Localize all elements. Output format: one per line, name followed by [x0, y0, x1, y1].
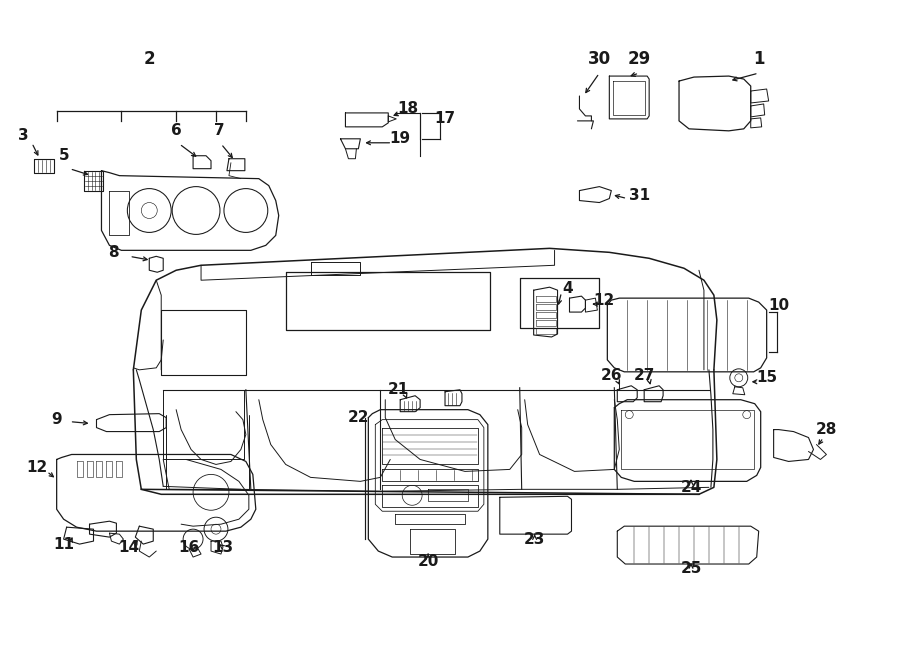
- Text: 20: 20: [418, 553, 439, 568]
- Text: 17: 17: [435, 112, 455, 126]
- Text: 12: 12: [26, 460, 48, 475]
- Text: 23: 23: [524, 531, 545, 547]
- Text: 4: 4: [562, 281, 572, 295]
- Text: 11: 11: [53, 537, 74, 551]
- Text: 30: 30: [588, 50, 611, 68]
- Text: 16: 16: [178, 539, 200, 555]
- Text: 12: 12: [594, 293, 615, 307]
- Text: 25: 25: [680, 561, 702, 576]
- Text: 19: 19: [390, 132, 410, 146]
- Text: 8: 8: [108, 245, 119, 260]
- Text: 28: 28: [815, 422, 837, 437]
- Text: 2: 2: [143, 50, 155, 68]
- Text: 3: 3: [19, 128, 29, 143]
- Text: 13: 13: [212, 539, 233, 555]
- Text: 27: 27: [634, 368, 655, 383]
- Text: 15: 15: [756, 370, 778, 385]
- Text: 18: 18: [398, 101, 418, 116]
- Text: 1: 1: [753, 50, 764, 68]
- Text: 5: 5: [58, 148, 69, 163]
- Text: 24: 24: [680, 480, 702, 495]
- Text: 6: 6: [171, 124, 182, 138]
- Text: 31: 31: [628, 188, 650, 203]
- Text: 7: 7: [213, 124, 224, 138]
- Text: 26: 26: [600, 368, 622, 383]
- Text: 22: 22: [347, 410, 369, 425]
- Text: 29: 29: [627, 50, 651, 68]
- Text: 21: 21: [388, 382, 409, 397]
- Text: 9: 9: [51, 412, 62, 427]
- Text: 10: 10: [768, 297, 789, 313]
- Text: 14: 14: [119, 539, 140, 555]
